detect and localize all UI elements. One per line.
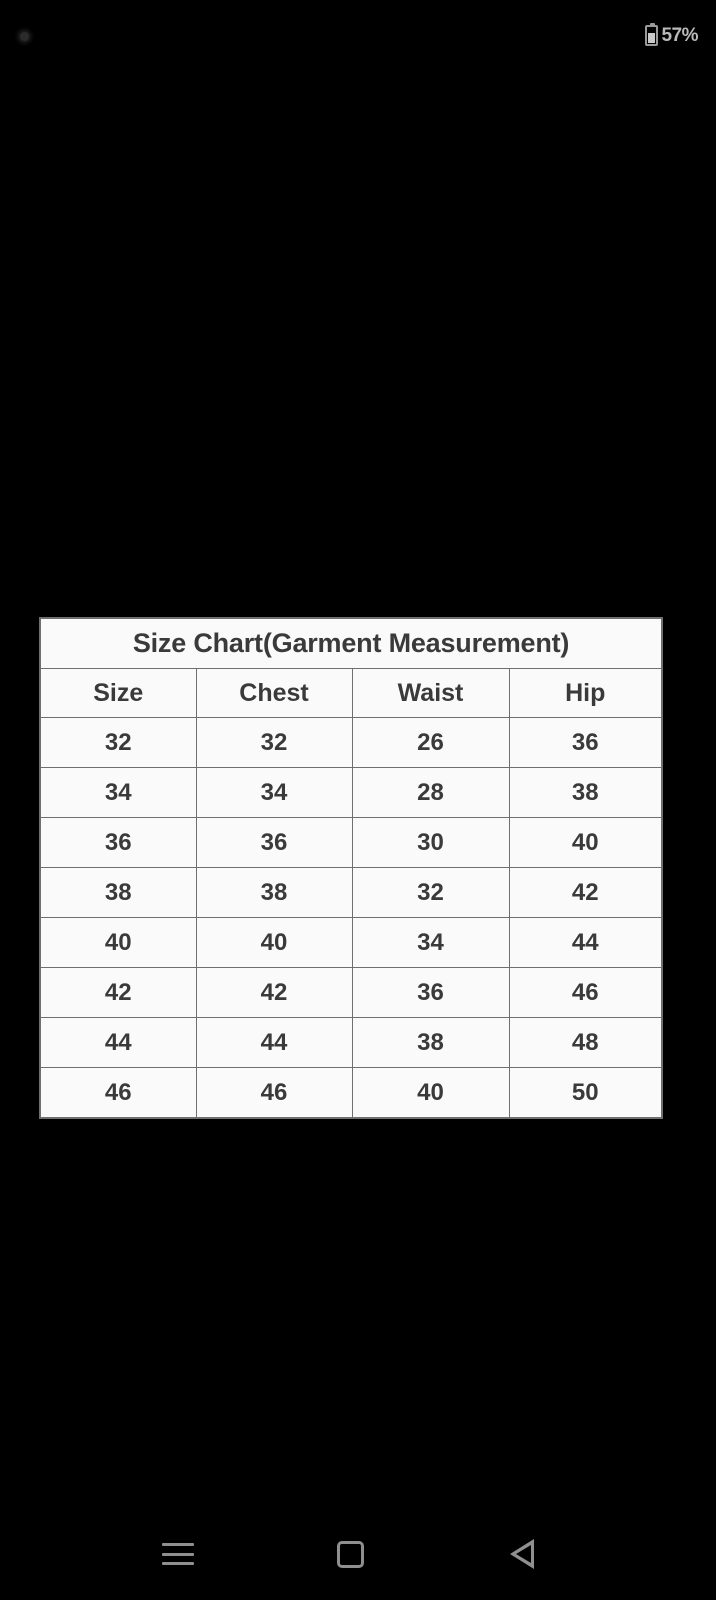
battery-percent-label: 57% bbox=[661, 24, 698, 46]
cell-waist: 28 bbox=[351, 767, 510, 818]
cell-chest: 38 bbox=[195, 867, 353, 918]
cell-size: 36 bbox=[39, 817, 197, 868]
table-row: 38 38 32 42 bbox=[39, 867, 663, 918]
column-header-waist: Waist bbox=[351, 668, 510, 718]
table-row: 40 40 34 44 bbox=[39, 917, 663, 968]
table-title-row: Size Chart(Garment Measurement) bbox=[40, 617, 663, 669]
cell-size: 42 bbox=[39, 967, 197, 1018]
cell-waist: 26 bbox=[351, 717, 510, 768]
cell-chest: 36 bbox=[195, 817, 353, 868]
status-bar-left bbox=[20, 0, 29, 69]
square-icon bbox=[336, 1540, 364, 1568]
home-button[interactable] bbox=[315, 1526, 385, 1582]
cell-waist: 32 bbox=[351, 867, 510, 918]
size-chart-title: Size Chart(Garment Measurement) bbox=[40, 617, 663, 669]
cell-size: 44 bbox=[39, 1017, 197, 1068]
cell-waist: 40 bbox=[351, 1067, 510, 1119]
cell-waist: 30 bbox=[351, 817, 510, 868]
cell-chest: 34 bbox=[195, 767, 353, 818]
cell-size: 34 bbox=[39, 767, 197, 818]
cell-size: 32 bbox=[39, 717, 197, 768]
table-row: 42 42 36 46 bbox=[39, 967, 663, 1018]
cell-hip: 36 bbox=[508, 717, 663, 768]
cell-chest: 44 bbox=[195, 1017, 353, 1068]
table-row: 44 44 38 48 bbox=[39, 1017, 663, 1068]
notification-dot-icon bbox=[20, 31, 29, 41]
cell-waist: 34 bbox=[351, 917, 510, 968]
table-row: 34 34 28 38 bbox=[39, 767, 663, 818]
battery-icon bbox=[645, 22, 659, 46]
size-chart-table: Size Chart(Garment Measurement) Size Che… bbox=[39, 617, 664, 1119]
cell-size: 38 bbox=[39, 867, 197, 918]
cell-hip: 38 bbox=[508, 767, 663, 818]
cell-hip: 50 bbox=[508, 1067, 663, 1119]
cell-hip: 40 bbox=[508, 817, 663, 868]
cell-waist: 38 bbox=[351, 1017, 510, 1068]
hamburger-menu-icon bbox=[162, 1543, 194, 1565]
cell-size: 46 bbox=[39, 1067, 197, 1119]
table-row: 46 46 40 50 bbox=[39, 1067, 663, 1119]
cell-chest: 46 bbox=[195, 1067, 353, 1119]
cell-hip: 48 bbox=[508, 1017, 663, 1068]
image-content-area: Size Chart(Garment Measurement) Size Che… bbox=[0, 66, 716, 1500]
status-bar: 57% bbox=[0, 0, 716, 66]
table-header-row: Size Chest Waist Hip bbox=[39, 668, 663, 718]
cell-hip: 46 bbox=[508, 967, 663, 1018]
table-row: 36 36 30 40 bbox=[39, 817, 663, 868]
cell-hip: 44 bbox=[508, 917, 663, 968]
cell-size: 40 bbox=[39, 917, 197, 968]
cell-hip: 42 bbox=[508, 867, 663, 918]
cell-waist: 36 bbox=[351, 967, 510, 1018]
cell-chest: 40 bbox=[195, 917, 353, 968]
cell-chest: 32 bbox=[195, 717, 353, 768]
back-button[interactable] bbox=[487, 1526, 557, 1582]
recents-button[interactable] bbox=[143, 1526, 213, 1582]
triangle-left-icon bbox=[510, 1539, 534, 1569]
column-header-hip: Hip bbox=[508, 668, 663, 718]
column-header-chest: Chest bbox=[195, 668, 353, 718]
status-bar-right: 57% bbox=[645, 21, 698, 46]
cell-chest: 42 bbox=[195, 967, 353, 1018]
column-header-size: Size bbox=[39, 668, 197, 718]
size-chart-body: Size Chart(Garment Measurement) Size Che… bbox=[39, 617, 663, 1119]
table-row: 32 32 26 36 bbox=[39, 717, 663, 768]
android-navigation-bar bbox=[0, 1500, 716, 1600]
